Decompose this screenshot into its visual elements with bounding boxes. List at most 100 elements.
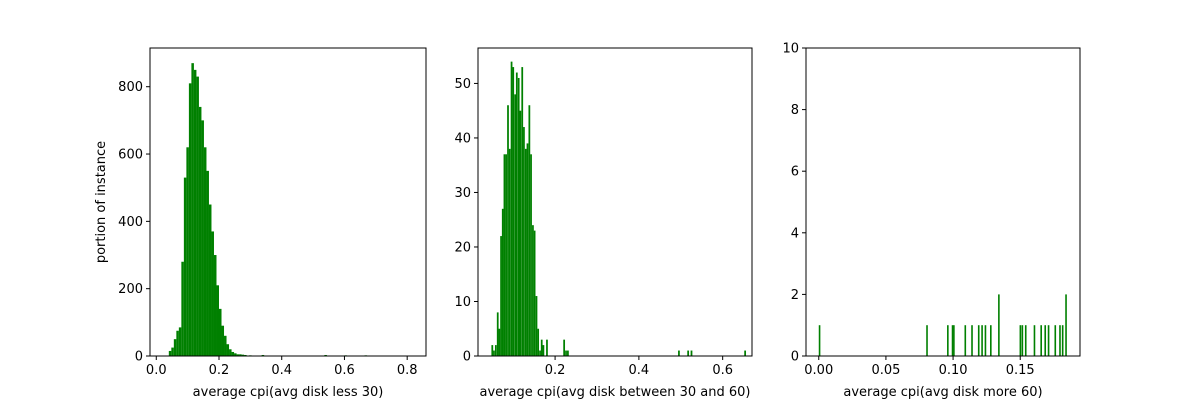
histogram-bar [229, 349, 232, 356]
histogram-bar [224, 335, 227, 356]
histogram-bar [510, 61, 513, 356]
histogram-bar [1040, 325, 1042, 356]
histogram-bar [690, 350, 693, 356]
histogram-bar [173, 339, 177, 356]
histogram-bar [501, 208, 504, 356]
histogram-bar [494, 345, 497, 356]
histogram-bar [221, 325, 225, 356]
histogram-bar [514, 94, 516, 356]
y-tick-label: 30 [454, 186, 471, 201]
histogram-bar [542, 345, 545, 356]
x-tick-label: 0.4 [629, 363, 650, 378]
axes-frame [805, 47, 1081, 357]
histogram-bar [535, 296, 538, 356]
histogram-bar [234, 353, 237, 356]
histogram-bar [203, 147, 207, 356]
histogram-bar [1033, 325, 1036, 356]
histogram-bar [964, 325, 967, 356]
histogram-bar [178, 327, 182, 356]
histogram-bar [532, 225, 534, 356]
histogram-bar [947, 325, 949, 356]
histogram-bar [1019, 325, 1022, 356]
y-axis-ticks: 0 10 20 30 40 50 [454, 77, 478, 365]
histogram-bar [990, 325, 992, 356]
histogram-bar [201, 120, 204, 357]
histogram-bar [744, 350, 747, 356]
histogram-bar [984, 325, 987, 356]
histogram-bar [524, 148, 527, 356]
histogram-bar [198, 106, 202, 356]
axes-frame [149, 47, 427, 357]
histogram-bar [977, 325, 980, 356]
y-tick-label: 0 [791, 350, 799, 365]
histogram-bar [261, 354, 265, 356]
histogram-bar [236, 354, 240, 356]
histogram-bar [546, 339, 548, 356]
y-tick-label: 0 [135, 350, 143, 365]
histogram-bar [208, 204, 212, 356]
histogram-bar [971, 325, 973, 356]
histogram-bar [519, 110, 522, 356]
histogram-bar [1024, 325, 1027, 356]
histogram-bar [678, 350, 680, 356]
histogram-bar [216, 285, 219, 356]
histogram-bar [507, 105, 509, 357]
x-tick-label: 0.2 [545, 363, 566, 378]
y-tick-label: 600 [118, 148, 143, 163]
y-tick-label: 10 [454, 295, 471, 310]
histogram-bar [196, 76, 199, 357]
histogram-bar [1061, 325, 1064, 356]
y-tick-label: 800 [118, 80, 143, 95]
x-axis-label: average cpi(avg disk less 30) [193, 385, 384, 400]
subplot-3: 0.00 0.05 0.10 0.15 0 2 4 6 8 10 average cpi(avg d… [782, 42, 1081, 400]
histogram-bar [503, 154, 506, 356]
histogram-bar [213, 255, 217, 356]
x-tick-label: 0.2 [209, 363, 230, 378]
histogram-bar [193, 69, 197, 356]
x-tick-label: 0.05 [871, 363, 900, 378]
histogram-bar [231, 351, 235, 356]
histogram-bar [324, 354, 327, 356]
histogram-bar [953, 325, 955, 356]
y-tick-label: 4 [791, 226, 799, 241]
histogram-bar [818, 325, 821, 356]
histogram-bar [926, 325, 928, 356]
x-tick-label: 0.8 [397, 363, 418, 378]
y-tick-label: 40 [454, 131, 471, 146]
y-tick-label: 0 [463, 350, 471, 365]
histogram-bar [241, 354, 245, 356]
histogram-bar [1044, 325, 1047, 356]
histogram-bar [523, 127, 525, 356]
histogram-bar [687, 350, 690, 356]
x-tick-label: 0.4 [271, 363, 292, 378]
histogram-bar [508, 148, 511, 356]
histogram-bars [168, 63, 368, 357]
histogram-bar [188, 83, 192, 356]
histogram-bar [239, 354, 242, 356]
histogram-bars [491, 61, 747, 357]
histogram-bar [181, 261, 184, 356]
x-tick-label: 0.6 [712, 363, 733, 378]
histogram-bar [1065, 294, 1067, 356]
subplot-2: 0.2 0.4 0.6 0 10 20 30 40 50 average cpi(avg disk… [454, 47, 753, 400]
histogram-bar [1047, 325, 1050, 356]
histogram-bar [171, 347, 174, 356]
x-tick-label: 0.00 [804, 363, 833, 378]
histogram-bar [998, 294, 1000, 356]
y-tick-label: 8 [791, 103, 799, 118]
histogram-bar [563, 339, 566, 356]
histogram-bar [526, 143, 529, 356]
histogram-bar [206, 170, 209, 356]
histogram-bar [211, 231, 214, 356]
histogram-bar [540, 339, 543, 356]
x-axis-label: average cpi(avg disk between 30 and 60) [479, 385, 750, 400]
histogram-bar [496, 312, 499, 356]
histogram-bar [528, 105, 531, 357]
histogram-bar [537, 328, 540, 356]
x-tick-label: 0.6 [334, 363, 355, 378]
histogram-bar [219, 308, 222, 356]
histogram-bar [491, 345, 494, 356]
y-tick-label: 50 [454, 77, 471, 92]
histogram-bar [567, 350, 569, 356]
